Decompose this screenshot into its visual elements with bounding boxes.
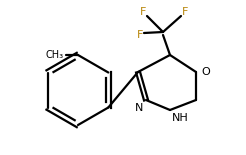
- Text: F: F: [137, 30, 143, 40]
- Text: CH₃: CH₃: [46, 50, 64, 60]
- Text: NH: NH: [172, 113, 189, 123]
- Text: N: N: [135, 103, 143, 113]
- Text: O: O: [201, 67, 210, 77]
- Text: F: F: [140, 7, 146, 17]
- Text: F: F: [182, 7, 188, 17]
